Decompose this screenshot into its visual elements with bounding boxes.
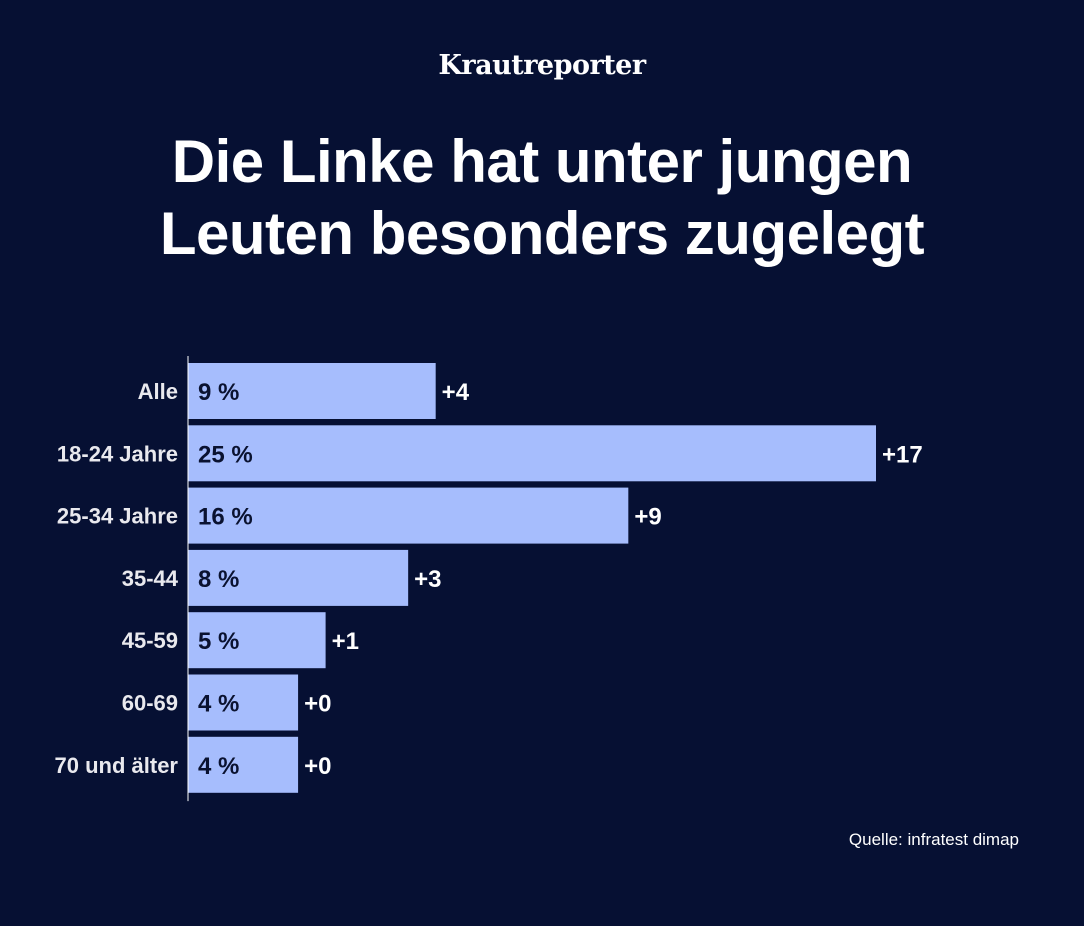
value-label-0: 9 % xyxy=(198,379,239,406)
category-label-6: 70 und älter xyxy=(55,753,179,778)
change-label-1: +17 xyxy=(882,441,923,468)
bar-4 xyxy=(188,612,326,669)
source-name: infratest dimap xyxy=(907,830,1020,849)
change-label-4: +1 xyxy=(332,628,359,655)
bar-chart: Alle 9 % +4 18-24 Jahre 25 % +17 25-34 Jahre 16… xyxy=(55,356,923,802)
value-label-4: 5 % xyxy=(198,628,239,655)
bar-1 xyxy=(188,425,876,482)
bar-3 xyxy=(188,549,409,606)
change-label-6: +0 xyxy=(304,753,331,780)
source-note: Quelle: infratest dimap xyxy=(849,830,1019,850)
value-label-5: 4 % xyxy=(198,691,239,718)
bar-2 xyxy=(188,487,629,544)
value-label-3: 8 % xyxy=(198,566,239,593)
category-label-1: 18-24 Jahre xyxy=(57,441,178,466)
title-line-1: Die Linke hat unter jungen xyxy=(171,128,913,195)
bar-6 xyxy=(188,736,299,793)
value-label-2: 16 % xyxy=(198,504,253,531)
category-label-5: 60-69 xyxy=(122,691,178,716)
source-prefix: Quelle: xyxy=(848,830,908,849)
bar-5 xyxy=(188,674,299,731)
change-label-3: +3 xyxy=(414,566,441,593)
category-label-0: Alle xyxy=(138,379,178,404)
category-label-2: 25-34 Jahre xyxy=(57,504,178,529)
category-label-4: 45-59 xyxy=(122,628,178,653)
change-label-5: +0 xyxy=(304,691,331,718)
change-label-2: +9 xyxy=(634,504,661,531)
chart-title: Die Linke hat unter jungen Leuten besond… xyxy=(0,126,1084,270)
value-label-1: 25 % xyxy=(198,441,253,468)
value-label-6: 4 % xyxy=(198,753,239,780)
title-line-2: Leuten besonders zugelegt xyxy=(159,200,925,267)
change-label-0: +4 xyxy=(442,379,470,406)
category-label-3: 35-44 xyxy=(122,566,179,591)
brand-logo: Krautreporter xyxy=(438,50,646,81)
bar-0 xyxy=(188,363,436,419)
